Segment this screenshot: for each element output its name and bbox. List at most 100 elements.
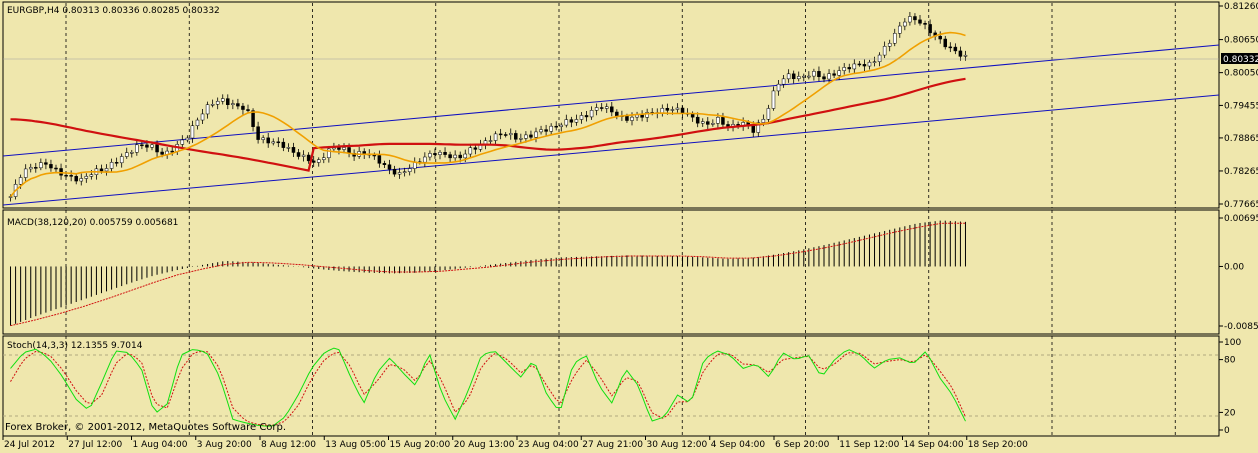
candle-body	[519, 138, 523, 140]
price-panel-frame	[2, 1, 1220, 209]
candle-body	[923, 23, 927, 25]
candle-body	[342, 147, 346, 150]
candle-body	[579, 115, 584, 120]
copyright-footer: Forex Broker, © 2001-2012, MetaQuotes So…	[5, 422, 286, 433]
candle-body	[397, 172, 402, 175]
candle-body	[387, 164, 392, 170]
candle-body	[771, 90, 776, 109]
candle-body	[423, 156, 427, 163]
candle-body	[943, 38, 948, 48]
candle-body	[301, 154, 306, 157]
candle-body	[377, 155, 382, 164]
candle-body	[291, 147, 296, 153]
candle-body	[59, 168, 63, 176]
time-axis-label: 27 Jul 12:00	[68, 440, 122, 450]
time-axis-label: 4 Sep 04:00	[711, 440, 766, 450]
candle-body	[130, 152, 134, 154]
candle-body	[857, 63, 862, 66]
candle-body	[554, 125, 558, 128]
candle-body	[665, 107, 670, 111]
candle-body	[231, 103, 235, 105]
candle-body	[79, 178, 84, 182]
candle-body	[271, 141, 276, 144]
candle-body	[549, 125, 553, 132]
candle-body	[135, 144, 139, 153]
candle-body	[908, 16, 912, 23]
candle-body	[402, 171, 407, 173]
candle-body	[372, 154, 377, 157]
candle-body	[953, 46, 958, 52]
candle-body	[610, 106, 614, 113]
candle-body	[604, 106, 609, 109]
candle-body	[251, 110, 255, 127]
candle-body	[594, 107, 599, 111]
candle-body	[145, 144, 149, 148]
price-axis-label: 0.81260	[1224, 2, 1258, 12]
time-axis-label: 15 Aug 20:00	[390, 440, 451, 450]
time-axis-label: 18 Sep 20:00	[968, 440, 1028, 450]
candle-body	[28, 167, 33, 170]
candle-body	[817, 71, 821, 77]
candle-body	[877, 54, 882, 62]
price-candles	[8, 11, 968, 202]
price-axis-label: 0.80650	[1224, 36, 1258, 46]
candle-body	[463, 153, 468, 159]
candle-body	[428, 153, 432, 158]
candle-body	[256, 126, 260, 140]
candle-body	[448, 154, 452, 159]
candle-body	[281, 141, 286, 148]
current-price-marker	[1221, 53, 1258, 64]
stoch-axis: 100 80 20 0	[1219, 338, 1241, 436]
candle-body	[887, 42, 892, 47]
candle-body	[695, 116, 700, 124]
candle-body	[574, 119, 579, 123]
candle-body	[615, 111, 619, 116]
candle-body	[114, 162, 119, 164]
candle-body	[807, 75, 811, 78]
candle-body	[842, 67, 846, 71]
time-axis-label: 3 Aug 20:00	[197, 440, 252, 450]
macd-signal-line	[10, 222, 966, 327]
candle-body	[898, 25, 902, 34]
candle-body	[84, 176, 89, 179]
candle-body	[766, 108, 771, 120]
candle-body	[39, 162, 43, 169]
stoch-signal-line	[10, 350, 966, 426]
time-axis-label: 23 Aug 04:00	[518, 440, 579, 450]
candle-body	[74, 176, 78, 182]
candle-body	[170, 150, 174, 153]
candle-body	[670, 109, 675, 111]
candle-body	[286, 147, 291, 149]
candle-body	[215, 100, 220, 105]
candle-body	[680, 107, 685, 114]
candle-body	[559, 124, 564, 127]
candle-body	[867, 61, 872, 67]
candle-body	[640, 114, 644, 118]
candle-body	[236, 103, 240, 107]
candle-body	[852, 63, 857, 70]
candle-body	[847, 67, 852, 70]
candle-body	[99, 168, 104, 172]
candle-body	[761, 119, 766, 123]
candle-body	[584, 115, 589, 118]
candle-body	[569, 119, 574, 123]
candle-body	[316, 159, 321, 163]
candle-body	[34, 167, 38, 169]
candle-body	[23, 168, 28, 178]
stoch-axis-label: 20	[1224, 408, 1236, 418]
candle-body	[786, 73, 791, 80]
candle-body	[756, 122, 761, 133]
candle-body	[862, 64, 867, 67]
candle-body	[205, 104, 210, 115]
candle-body	[407, 168, 412, 172]
candle-body	[49, 164, 53, 169]
price-axis-label: 0.77665	[1224, 200, 1258, 210]
candle-body	[160, 151, 164, 155]
candle-body	[529, 134, 533, 138]
candle-body	[458, 154, 462, 159]
candle-body	[539, 129, 543, 133]
macd-histogram	[10, 220, 966, 326]
time-axis-label: 14 Sep 04:00	[904, 440, 964, 450]
